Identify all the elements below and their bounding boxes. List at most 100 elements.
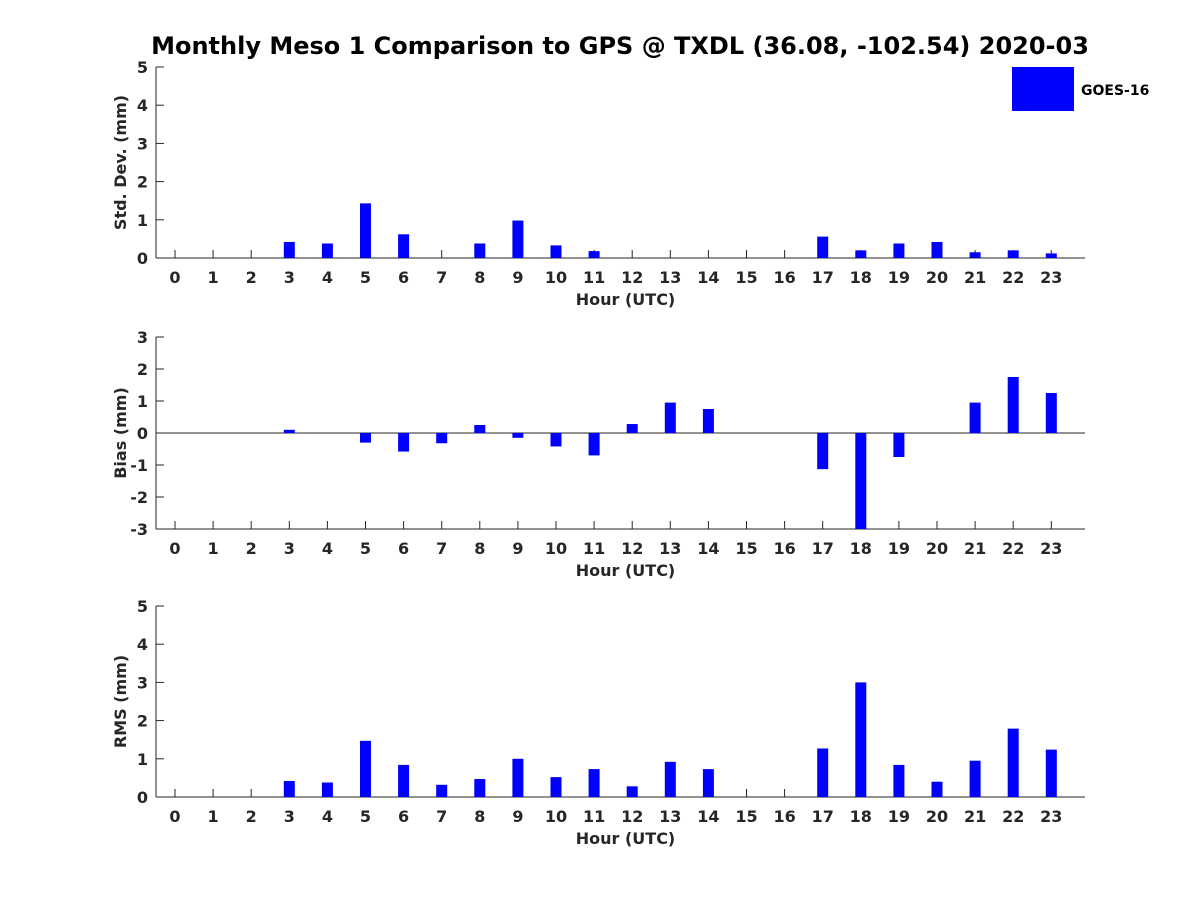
bar-hour-12	[626, 424, 638, 433]
y-tick-label: 5	[137, 58, 148, 77]
y-tick-label: 4	[137, 635, 148, 654]
x-tick-label: 16	[773, 807, 795, 826]
bar-hour-9	[512, 220, 524, 258]
bar-hour-8	[474, 425, 486, 433]
y-axis-label: Std. Dev. (mm)	[111, 95, 130, 230]
y-tick-label: 1	[137, 750, 148, 769]
x-tick-label: 4	[322, 807, 333, 826]
legend: GOES-16	[1012, 67, 1149, 111]
bar-hour-17	[817, 748, 829, 797]
x-tick-label: 8	[474, 268, 485, 287]
x-tick-label: 7	[436, 807, 447, 826]
x-tick-label: 17	[812, 807, 834, 826]
x-tick-label: 15	[735, 807, 757, 826]
x-tick-label: 3	[284, 539, 295, 558]
x-tick-label: 23	[1040, 539, 1062, 558]
x-tick-label: 3	[284, 807, 295, 826]
bar-hour-20	[931, 781, 943, 797]
x-tick-label: 19	[888, 268, 910, 287]
bar-hour-22	[1007, 250, 1019, 258]
x-tick-label: 14	[697, 268, 719, 287]
y-tick-label: 0	[137, 424, 148, 443]
bar-hour-4	[321, 243, 333, 258]
bar-hour-21	[969, 252, 981, 258]
x-tick-label: 14	[697, 539, 719, 558]
x-tick-label: 16	[773, 268, 795, 287]
x-tick-label: 20	[926, 807, 948, 826]
x-tick-label: 21	[964, 807, 986, 826]
x-tick-label: 9	[512, 268, 523, 287]
bar-hour-7	[436, 784, 448, 797]
x-axis-label: Hour (UTC)	[576, 829, 676, 848]
x-tick-label: 22	[1002, 539, 1024, 558]
x-tick-label: 11	[583, 807, 605, 826]
x-tick-label: 15	[735, 539, 757, 558]
bar-hour-11	[588, 251, 600, 258]
bar-hour-23	[1045, 393, 1057, 433]
x-tick-label: 2	[246, 807, 257, 826]
x-tick-label: 6	[398, 807, 409, 826]
x-tick-label: 2	[246, 268, 257, 287]
bar-hour-14	[702, 409, 714, 433]
x-tick-label: 19	[888, 807, 910, 826]
bar-hour-17	[817, 433, 829, 470]
x-tick-label: 12	[621, 539, 643, 558]
x-tick-label: 20	[926, 539, 948, 558]
bar-hour-17	[817, 236, 829, 258]
x-tick-label: 4	[322, 539, 333, 558]
bar-hour-14	[702, 769, 714, 797]
y-tick-label: -1	[130, 456, 148, 475]
x-tick-label: 0	[169, 807, 180, 826]
y-tick-label: 2	[137, 173, 148, 192]
x-tick-label: 6	[398, 539, 409, 558]
bar-hour-18	[855, 433, 867, 529]
x-tick-label: 18	[850, 268, 872, 287]
x-tick-label: 21	[964, 539, 986, 558]
bar-hour-7	[436, 433, 448, 444]
x-tick-label: 5	[360, 807, 371, 826]
y-tick-label: 2	[137, 360, 148, 379]
bar-hour-5	[360, 203, 371, 258]
bar-hour-4	[321, 782, 333, 797]
bar-hour-10	[550, 433, 562, 447]
y-tick-label: 4	[137, 96, 148, 115]
bar-hour-21	[969, 402, 981, 433]
x-tick-label: 7	[436, 268, 447, 287]
x-tick-label: 11	[583, 539, 605, 558]
bar-hour-3	[283, 429, 295, 433]
x-tick-label: 3	[284, 268, 295, 287]
x-tick-label: 8	[474, 807, 485, 826]
bar-hour-19	[893, 764, 905, 797]
x-tick-label: 22	[1002, 268, 1024, 287]
bar-hour-8	[474, 779, 486, 797]
bar-hour-8	[474, 243, 486, 258]
bar-hour-9	[512, 758, 524, 797]
x-axis-label: Hour (UTC)	[576, 561, 676, 580]
x-tick-label: 21	[964, 268, 986, 287]
y-tick-label: 1	[137, 211, 148, 230]
bar-hour-3	[283, 241, 295, 258]
bar-hour-13	[664, 402, 676, 433]
x-tick-label: 16	[773, 539, 795, 558]
bar-hour-20	[931, 241, 943, 258]
x-tick-label: 5	[360, 539, 371, 558]
bar-hour-18	[855, 682, 867, 797]
x-tick-label: 1	[208, 268, 219, 287]
y-axis-label: RMS (mm)	[111, 655, 130, 748]
x-tick-label: 9	[512, 539, 523, 558]
y-tick-label: 0	[137, 788, 148, 807]
legend-label-goes16: GOES-16	[1081, 83, 1149, 99]
x-tick-label: 22	[1002, 807, 1024, 826]
bar-hour-10	[550, 777, 562, 797]
x-tick-label: 1	[208, 539, 219, 558]
x-tick-label: 12	[621, 807, 643, 826]
x-tick-label: 15	[735, 268, 757, 287]
x-tick-label: 23	[1040, 268, 1062, 287]
x-tick-label: 0	[169, 539, 180, 558]
y-tick-label: -3	[130, 520, 148, 539]
x-tick-label: 1	[208, 807, 219, 826]
bar-hour-23	[1045, 749, 1057, 797]
